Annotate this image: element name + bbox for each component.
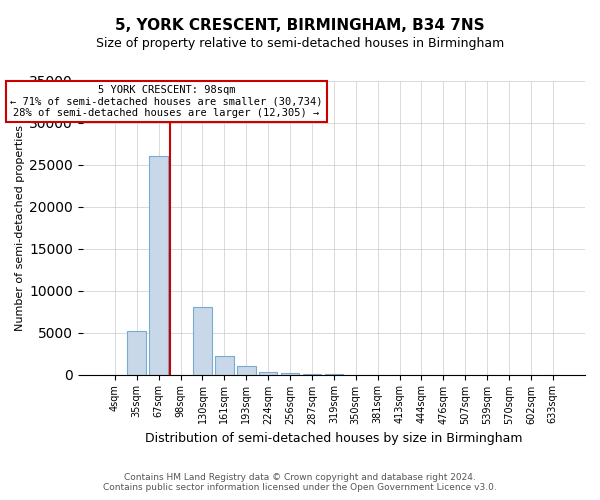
Y-axis label: Number of semi-detached properties: Number of semi-detached properties [15, 124, 25, 330]
Bar [193, 308, 212, 374]
Text: 5 YORK CRESCENT: 98sqm
← 71% of semi-detached houses are smaller (30,734)
28% of: 5 YORK CRESCENT: 98sqm ← 71% of semi-det… [10, 84, 323, 118]
Text: 5, YORK CRESCENT, BIRMINGHAM, B34 7NS: 5, YORK CRESCENT, BIRMINGHAM, B34 7NS [115, 18, 485, 32]
Bar [149, 156, 168, 374]
Text: Contains public sector information licensed under the Open Government Licence v3: Contains public sector information licen… [103, 484, 497, 492]
X-axis label: Distribution of semi-detached houses by size in Birmingham: Distribution of semi-detached houses by … [145, 432, 523, 445]
Bar [237, 366, 256, 374]
Bar [281, 373, 299, 374]
Bar [127, 331, 146, 374]
Text: Size of property relative to semi-detached houses in Birmingham: Size of property relative to semi-detach… [96, 38, 504, 51]
Text: Contains HM Land Registry data © Crown copyright and database right 2024.: Contains HM Land Registry data © Crown c… [124, 474, 476, 482]
Bar [259, 372, 277, 374]
Bar [215, 356, 233, 374]
